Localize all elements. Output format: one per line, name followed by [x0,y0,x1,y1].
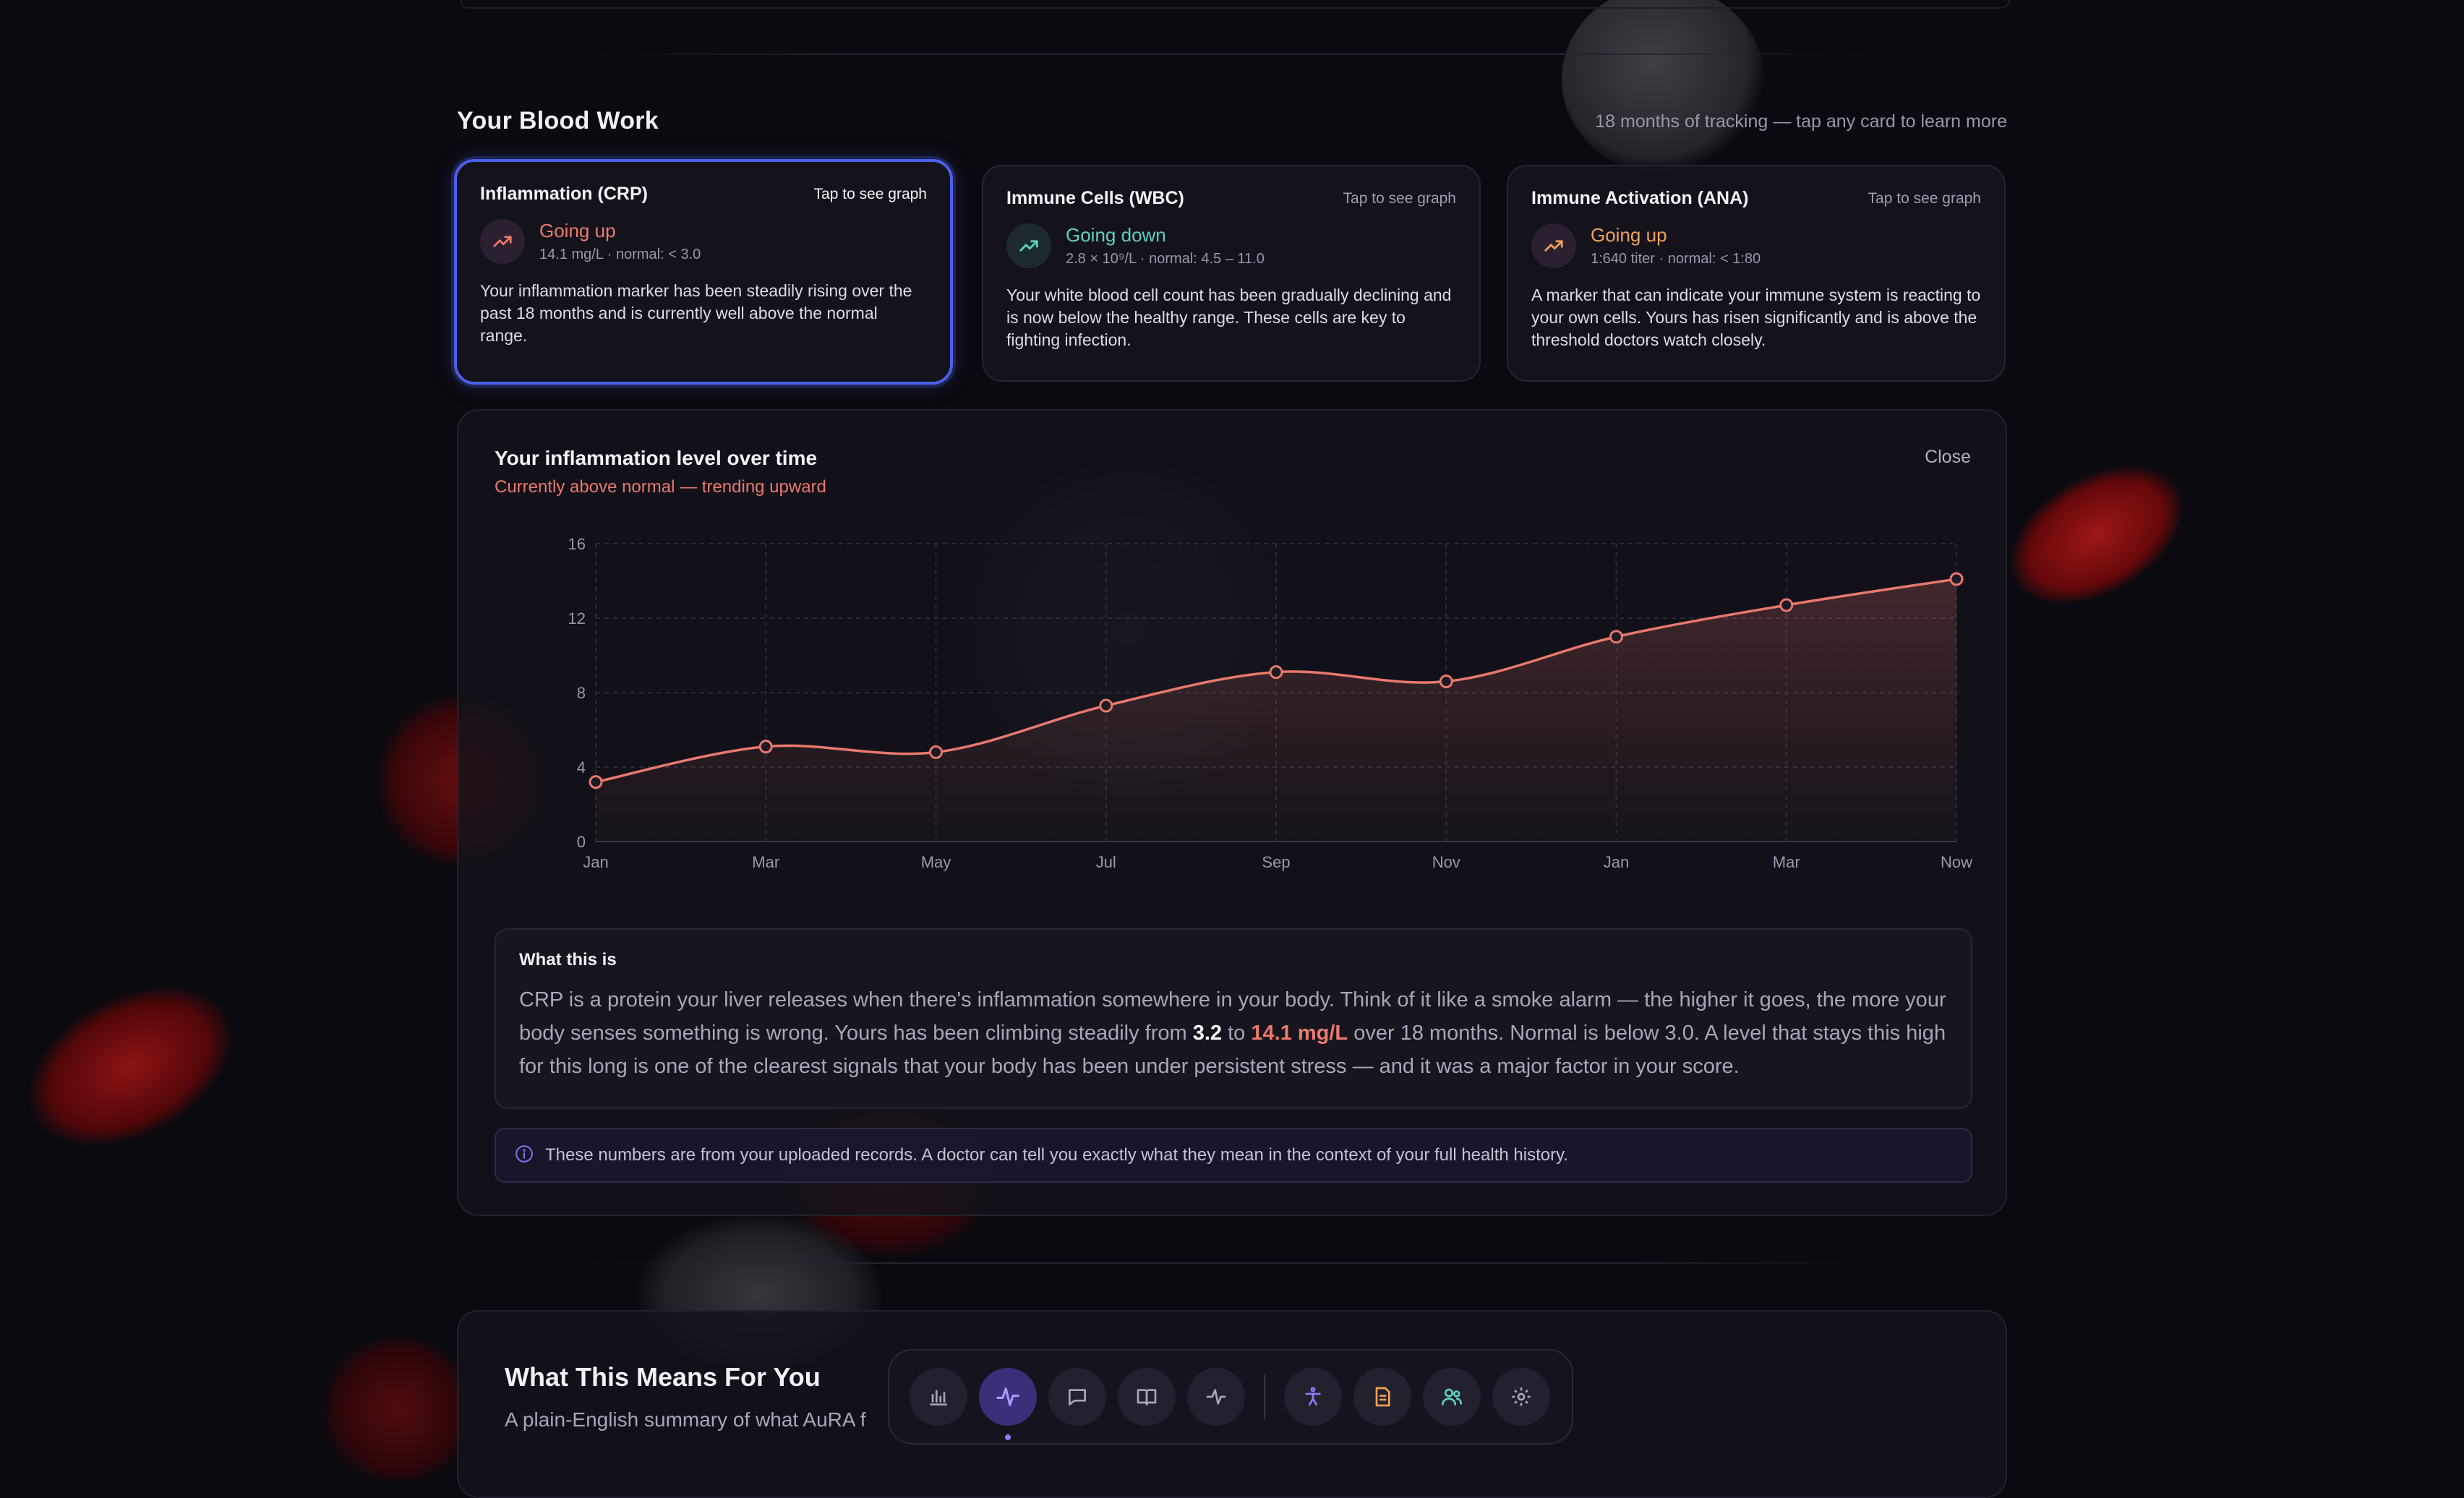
chart-panel: Your inflammation level over time Curren… [457,409,2007,1216]
close-button[interactable]: Close [1925,447,1971,467]
data-point[interactable] [1439,675,1453,689]
message-icon [1069,1389,1086,1405]
what-text-2: to [1222,1022,1252,1045]
x-tick-label: Mar [752,853,779,871]
bg-cell-grey-top [1562,0,1764,174]
trending-up-icon [480,219,525,264]
series-area [596,578,1956,842]
card-description: A marker that can indicate your immune s… [1531,286,1981,349]
data-point[interactable] [589,775,603,789]
card-tap-hint: Tap to see graph [1868,189,1981,207]
dock-family-button[interactable] [1423,1368,1481,1426]
what-this-is-box: What this is CRP is a protein your liver… [495,928,1972,1109]
y-tick-label: 8 [577,684,586,702]
dock-chart-button[interactable] [910,1368,967,1426]
data-point[interactable] [1609,630,1623,644]
data-point[interactable] [1269,665,1283,680]
trend-value: 1:640 titer [1591,251,1655,267]
y-tick-label: 4 [577,758,586,776]
book-icon [1137,1389,1157,1405]
trend-value: 14.1 mg/L [539,247,604,262]
dock-accessibility-button[interactable] [1284,1368,1342,1426]
info-icon [515,1144,534,1167]
trend-normal: normal: < 3.0 [615,247,701,262]
x-tick-label: Sep [1262,853,1290,871]
summary-title: What This Means For You [505,1362,821,1392]
trending-down-icon [1006,223,1051,268]
card-title: Immune Cells (WBC) [1006,188,1184,208]
card-tap-hint: Tap to see graph [1343,189,1456,207]
trend-normal: normal: < 1:80 [1667,251,1761,267]
card-title: Immune Activation (ANA) [1531,188,1749,208]
crp-line-chart: 0 4 8 12 16 Jan Mar May Jul Sep Nov Jan Mar Now [568,535,1973,871]
data-point[interactable] [1099,698,1113,713]
data-point[interactable] [1949,572,1964,586]
what-text-3: over 18 months. Normal is below 3.0. A l… [519,1022,1946,1078]
trend-value: 2.8 × 10⁹/L [1066,251,1137,267]
trending-up-icon [1531,223,1576,268]
trend-label: Going down [1066,224,1166,246]
section-divider-bottom [578,1262,1880,1264]
card-description: Your inflammation marker has been steadi… [480,281,912,345]
trend-label: Going up [1591,224,1667,246]
previous-panel-edge [460,0,2010,9]
summary-subtitle: A plain-English summary of what AuRA f [505,1408,866,1431]
card-tap-hint: Tap to see graph [813,185,927,202]
heartbeat-icon [1206,1389,1226,1405]
bg-cell-red-right [1986,437,2207,633]
dock-separator [1264,1374,1265,1419]
x-tick-label: Now [1941,853,1972,871]
start-value: 3.2 [1192,1022,1223,1045]
dock-vitals-button[interactable] [1187,1368,1245,1426]
x-tick-label: Mar [1773,853,1800,871]
card-description: Your white blood cell count has been gra… [1006,286,1452,349]
card-wbc[interactable]: Immune Cells (WBC) Tap to see graph Goin… [982,165,1481,382]
data-point[interactable] [758,740,773,754]
y-tick-label: 12 [568,609,586,628]
section-divider-top [578,54,1880,55]
data-point[interactable] [929,745,943,759]
y-tick-label: 0 [577,833,586,851]
x-tick-label: Nov [1432,853,1460,871]
what-text-1: CRP is a protein your liver releases whe… [519,988,1946,1045]
card-title: Inflammation (CRP) [480,184,648,204]
y-tick-label: 16 [568,535,586,553]
what-this-is-title: What this is [519,950,617,970]
current-value: 14.1 mg/L [1251,1022,1348,1045]
dock-settings-button[interactable] [1492,1368,1550,1426]
x-tick-label: Jan [1604,853,1629,871]
section-hint: 18 months of tracking — tap any card to … [1595,111,2007,132]
dock-chat-button[interactable] [1048,1368,1106,1426]
data-point[interactable] [1779,598,1794,612]
bg-cell-red-bottom-left [318,1338,477,1482]
bar-chart-icon [930,1390,947,1405]
activity-icon [996,1387,1019,1406]
card-crp[interactable]: Inflammation (CRP) Tap to see graph Goin… [454,159,953,385]
bottom-dock [888,1349,1573,1444]
x-tick-label: Jan [583,853,608,871]
chart-subtitle: Currently above normal — trending upward [495,477,826,497]
trend-normal: normal: 4.5 – 11.0 [1149,251,1265,267]
x-tick-label: Jul [1096,853,1116,871]
x-tick-label: May [921,853,951,871]
chart-title: Your inflammation level over time [495,447,818,469]
what-this-is-text: CRP is a protein your liver releases whe… [519,983,1948,1083]
section-title: Your Blood Work [457,107,659,134]
dock-pulse-button[interactable] [979,1368,1037,1440]
users-icon [1442,1388,1462,1405]
gear-icon [1512,1387,1531,1406]
disclaimer-note: These numbers are from your uploaded rec… [495,1128,1972,1183]
active-indicator [1005,1434,1011,1440]
trend-label: Going up [539,220,616,241]
dock-learn-button[interactable] [1118,1368,1176,1426]
disclaimer-text: These numbers are from your uploaded rec… [545,1145,1568,1165]
bg-cell-red-left [1,954,259,1178]
dock-records-button[interactable] [1353,1368,1411,1426]
document-icon [1375,1387,1390,1407]
accessibility-icon [1305,1387,1321,1405]
card-ana[interactable]: Immune Activation (ANA) Tap to see graph… [1507,165,2006,382]
